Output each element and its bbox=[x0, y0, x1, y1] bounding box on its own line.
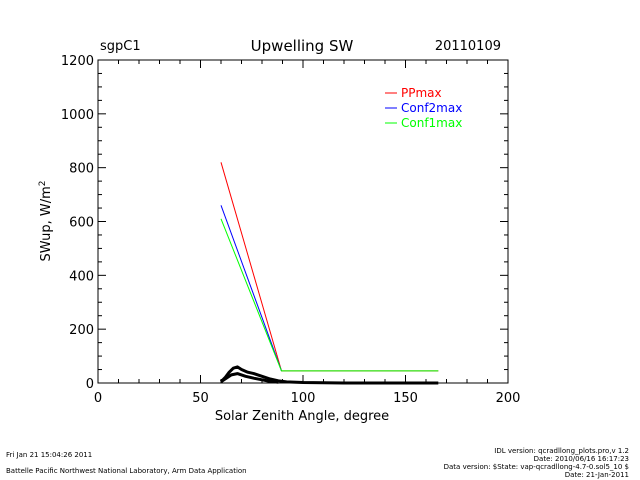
footer-institution: Battelle Pacific Northwest National Labo… bbox=[6, 467, 247, 475]
x-tick-label: 150 bbox=[393, 391, 418, 406]
series-line-black-3 bbox=[219, 365, 439, 385]
y-axis-label-group: SWup, W/m2 bbox=[38, 180, 54, 261]
y-axis-label: SWup, W/m2 bbox=[38, 180, 54, 261]
plot-area: 0 200 400 600 800 1000 1200 0 50 100 150 200 bbox=[61, 54, 521, 406]
series-line-conf1max bbox=[220, 218, 439, 372]
y-tick-label: 0 bbox=[86, 377, 94, 392]
footer-timestamp: Fri Jan 21 15:04:26 2011 bbox=[6, 451, 93, 459]
date-label: 20110109 bbox=[435, 39, 501, 54]
y-tick-label: 400 bbox=[69, 269, 94, 284]
series-layer bbox=[219, 162, 439, 385]
y-tick-label: 1200 bbox=[61, 54, 94, 69]
site-label: sgpC1 bbox=[100, 39, 141, 54]
y-tick-label: 1000 bbox=[61, 108, 94, 123]
x-tick-label: 0 bbox=[94, 391, 102, 406]
footer-data-date: Date: 21-Jan-2011 bbox=[564, 471, 629, 479]
series-line-conf2max bbox=[220, 205, 282, 372]
series-line-ppmax bbox=[220, 162, 439, 372]
chart-title: Upwelling SW bbox=[251, 37, 354, 55]
footer-data-version: Data version: $State: vap-qcradllong-4.7… bbox=[443, 463, 629, 471]
footer-idl-version: IDL version: qcradllong_plots.pro,v 1.2 bbox=[494, 447, 629, 455]
series-line-black-4 bbox=[220, 372, 279, 384]
x-axis-label: Solar Zenith Angle, degree bbox=[215, 409, 389, 424]
legend-label: PPmax bbox=[401, 86, 442, 100]
legend-label: Conf2max bbox=[401, 101, 462, 115]
x-tick-label: 200 bbox=[496, 391, 521, 406]
footer-date: Date: 2010/06/16 16:17:23 bbox=[533, 455, 629, 463]
x-tick-label: 100 bbox=[291, 391, 316, 406]
y-axis-label-superscript: 2 bbox=[38, 180, 48, 186]
y-tick-label: 600 bbox=[69, 216, 94, 231]
y-tick-label: 800 bbox=[69, 162, 94, 177]
y-axis-label-text: SWup, W/m bbox=[39, 186, 54, 261]
legend-label: Conf1max bbox=[401, 116, 462, 130]
y-tick-label: 200 bbox=[69, 323, 94, 338]
x-tick-label: 50 bbox=[192, 391, 209, 406]
